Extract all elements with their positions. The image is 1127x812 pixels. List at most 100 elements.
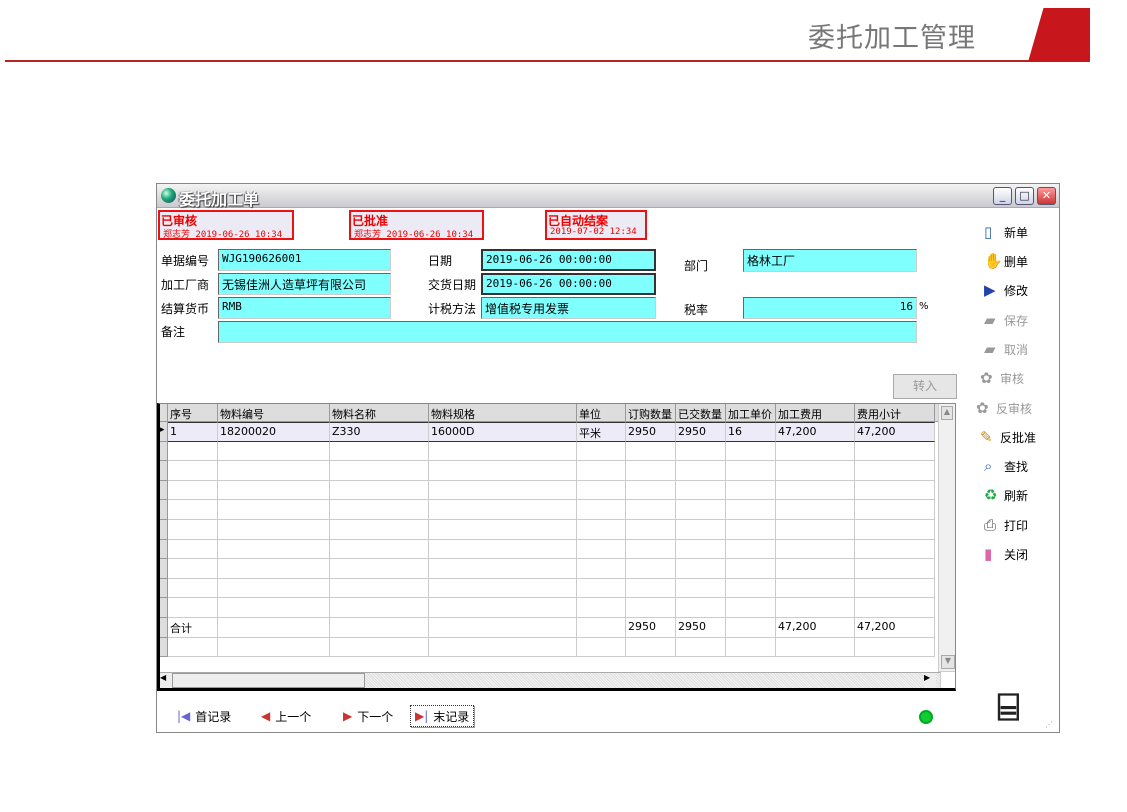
grid-cell [330, 520, 429, 540]
toolbar-new-doc-button[interactable]: ▯ 新单 [984, 221, 1028, 243]
column-header: 已交数量 [676, 404, 726, 422]
grid-cell[interactable]: 平米 [577, 422, 626, 442]
grid-cell[interactable]: 16000D [429, 422, 577, 442]
grid-cell [676, 480, 726, 501]
grid-cell [676, 539, 726, 560]
grid-cell [726, 598, 776, 618]
last-record-button[interactable]: ▶| 末记录 [410, 705, 475, 727]
toolbar-label: 审核 [1000, 371, 1025, 386]
toolbar-unaudit-button[interactable]: ✿ 反审核 [976, 397, 1032, 419]
tax-method-field[interactable]: 增值税专用发票 [481, 297, 656, 319]
minimize-button[interactable]: _ [993, 187, 1012, 205]
toolbar-audit-button[interactable]: ✿ 审核 [980, 367, 1024, 389]
grid-cell [218, 578, 330, 599]
grid-cell [168, 480, 218, 501]
remark-field[interactable] [218, 321, 917, 343]
next-record-button[interactable]: ▶ 下一个 [343, 709, 394, 724]
grid-cell [626, 441, 676, 462]
vertical-scrollbar[interactable]: ▲ ▼ [938, 404, 955, 672]
toolbar-label: 删单 [1004, 254, 1029, 269]
grid-cell [855, 637, 935, 658]
grid-cell [429, 637, 577, 658]
toolbar-cancel-button[interactable]: ▰ 取消 [984, 338, 1028, 360]
grid-cell [577, 500, 626, 520]
grid-cell [577, 539, 626, 560]
grid-cell [330, 637, 429, 658]
doc-no-label: 单据编号 [161, 254, 210, 268]
first-record-button[interactable]: |◀ 首记录 [177, 709, 232, 724]
column-header: 费用小计 [855, 404, 935, 422]
row-selector [160, 539, 168, 560]
date-field[interactable]: 2019-06-26 00:00:00 [481, 249, 656, 271]
grid-cell[interactable]: 47,200 [855, 422, 935, 442]
document-logo-icon: ⌸ [997, 684, 1020, 729]
row-selector: ▸ [160, 422, 168, 442]
resize-grip-icon[interactable]: ⋰ [1045, 720, 1053, 729]
audit-icon: ✿ [980, 369, 993, 387]
grid-cell [776, 637, 855, 658]
tax-rate-label: 税率 [684, 303, 709, 317]
grid-cell [168, 539, 218, 560]
close-window-button[interactable]: ✕ [1037, 187, 1056, 205]
delivery-date-field[interactable]: 2019-06-26 00:00:00 [481, 273, 656, 295]
grid-cell [626, 500, 676, 520]
toolbar-close-button[interactable]: ▮ 关闭 [984, 543, 1028, 565]
row-selector [160, 441, 168, 462]
grid-cell [726, 637, 776, 658]
grid-cell[interactable]: 2950 [626, 422, 676, 442]
grid-cell [429, 520, 577, 540]
toolbar-refresh-button[interactable]: ♻ 刷新 [984, 484, 1028, 506]
currency-field[interactable]: RMB [218, 297, 391, 319]
horizontal-scrollbar[interactable]: ◀ ▶ [160, 672, 941, 688]
prev-record-button[interactable]: ◀ 上一个 [261, 709, 312, 724]
grid-cell [168, 559, 218, 579]
grid-cell [218, 637, 330, 658]
grid-cell [676, 637, 726, 658]
delete-doc-icon: ✋ [984, 252, 1003, 270]
toolbar-pencil-button[interactable]: ✎ 反批准 [980, 426, 1036, 448]
grid-cell [726, 559, 776, 579]
row-selector [160, 618, 168, 638]
doc-no-field[interactable]: WJG190626001 [218, 249, 391, 271]
cancel-icon: ▰ [984, 340, 996, 358]
vendor-field[interactable]: 无锡佳洲人造草坪有限公司 [218, 273, 391, 295]
grid-cell[interactable]: Z330 [330, 422, 429, 442]
grid-cell [676, 598, 726, 618]
grid-cell [218, 559, 330, 579]
toolbar-print-button[interactable]: ⎙ 打印 [984, 514, 1028, 536]
grid-cell [855, 520, 935, 540]
tax-rate-field[interactable]: 16 [743, 297, 917, 319]
toolbar-delete-doc-button[interactable]: ✋ 删单 [984, 250, 1028, 272]
maximize-button[interactable]: □ [1015, 187, 1034, 205]
grid-cell[interactable]: 2950 [676, 422, 726, 442]
grid-cell [218, 441, 330, 462]
dept-label: 部门 [684, 259, 709, 273]
dept-field[interactable]: 格林工厂 [743, 249, 917, 272]
toolbar-label: 新单 [1004, 225, 1029, 240]
app-globe-icon [161, 188, 176, 203]
grid-cell[interactable]: 18200020 [218, 422, 330, 442]
grid-cell [726, 539, 776, 560]
online-status-icon [919, 710, 933, 724]
grid-cell [626, 578, 676, 599]
toolbar-label: 刷新 [1004, 488, 1029, 503]
grid-cell [776, 539, 855, 560]
window-title: 委托加工单 [179, 190, 260, 209]
grid-cell [726, 500, 776, 520]
toolbar-search-button[interactable]: ⌕ 查找 [984, 455, 1028, 477]
toolbar-save-button[interactable]: ▰ 保存 [984, 309, 1028, 331]
grid-cell[interactable]: 47,200 [776, 422, 855, 442]
toolbar-label: 查找 [1004, 459, 1029, 474]
row-selector [160, 461, 168, 481]
import-button[interactable]: 转入 [893, 374, 957, 399]
window-titlebar[interactable]: 委托加工单 _ □ ✕ [157, 184, 1059, 209]
grid-cell[interactable]: 16 [726, 422, 776, 442]
toolbar-edit-button[interactable]: ▶ 修改 [984, 279, 1028, 301]
status-audited: 已审核 郑志芳 2019-06-26 10:34 [158, 210, 294, 240]
grid-cell[interactable]: 1 [168, 422, 218, 442]
grid-cell [429, 598, 577, 618]
total-cell: 2950 [676, 618, 726, 638]
status-approved: 已批准 郑志芳 2019-06-26 10:34 [349, 210, 484, 240]
grid-cell [577, 598, 626, 618]
grid-cell [726, 461, 776, 481]
